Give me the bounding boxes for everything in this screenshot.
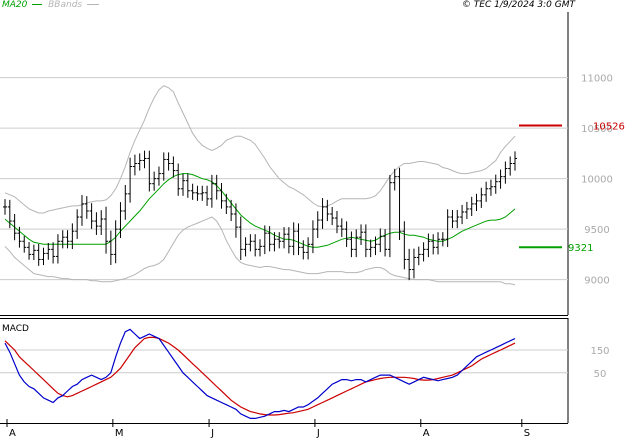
price-levels: 10526 9321 — [519, 122, 625, 254]
legend-bbands: BBands — [48, 0, 83, 10]
legend-ma20-swatch — [32, 4, 43, 5]
macd-lines — [4, 328, 516, 419]
macd-signal-line — [4, 336, 516, 416]
macd-y-tick-label: 150 — [590, 346, 609, 357]
price-y-tick-label: 10000 — [581, 175, 613, 186]
x-tick-label: A — [423, 428, 430, 439]
x-tick-label: J — [316, 428, 320, 439]
ohlc-bars — [3, 150, 517, 281]
bollinger-bands — [4, 85, 516, 286]
legend: MA20 BBands — [2, 0, 99, 10]
price-y-tick-label: 9000 — [584, 276, 609, 287]
legend-bbands-swatch — [86, 4, 99, 5]
price-y-tick-label: 10500 — [581, 124, 613, 135]
x-tick-label: A — [9, 428, 16, 439]
macd-grid — [0, 349, 568, 374]
bb-lower-line — [4, 216, 516, 286]
x-tick-label: M — [115, 428, 124, 439]
copyright-timestamp: © TEC 1/9/2024 3:0 GMT — [461, 0, 575, 10]
support-label: 9321 — [568, 243, 593, 254]
macd-y-tick-labels: 50 150 — [590, 346, 609, 380]
bb-upper-line — [4, 85, 516, 214]
ma20-line — [4, 173, 516, 248]
macd-title: MACD — [2, 324, 29, 334]
macd-line — [4, 328, 516, 419]
x-tick-label: S — [524, 428, 530, 439]
ma20-layer — [4, 173, 516, 248]
x-tick-label: J — [210, 428, 214, 439]
price-y-tick-labels: 9000 9500 10000 10500 11000 — [581, 74, 613, 287]
price-y-tick-label: 9500 — [584, 225, 609, 236]
macd-y-tick-label: 50 — [594, 369, 607, 380]
legend-ma20: MA20 — [2, 0, 28, 10]
price-y-tick-label: 11000 — [581, 74, 613, 85]
resistance-label: 10526 — [593, 122, 625, 133]
price-grid — [0, 77, 568, 281]
